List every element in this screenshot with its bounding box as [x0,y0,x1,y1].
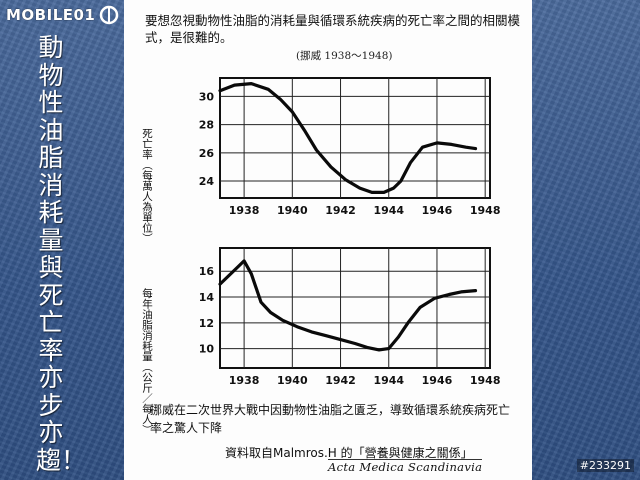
chart2-ylabel: 每年油脂消耗量（公斤／每人） [141,288,153,435]
x-tick-label: 1938 [229,374,260,387]
y-tick-label: 28 [199,119,214,132]
plot-frame [219,247,491,369]
y-tick-label: 16 [199,265,215,278]
fat-consumption-chart: 1938 1940 1942 1944 1946 1948 16 14 12 10 [199,247,500,387]
site-logo[interactable]: MOBILE01 [6,4,124,26]
journal-name: Acta Medica Scandinavia [328,459,483,474]
image-id-badge: #233291 [576,459,634,472]
x-tick-label: 1942 [325,204,356,217]
chart1-ylabel: 死亡率（每萬人為單位） [141,128,153,244]
y-tick-label: 24 [199,175,215,188]
logo-text: MOBILE01 [6,6,96,24]
x-tick-label: 1940 [277,374,308,387]
x-tick-label: 1948 [470,204,500,217]
y-tick-label: 10 [199,343,215,356]
series-line [218,82,478,194]
x-tick-label: 1942 [325,374,356,387]
x-tick-label: 1948 [470,374,500,387]
logo-mark-icon [100,5,119,25]
x-tick-label: 1944 [373,204,404,217]
x-tick-label: 1938 [229,204,260,217]
mortality-chart: 1938 1940 1942 1944 1946 1948 30 28 26 24 [199,77,500,217]
x-tick-label: 1946 [422,374,453,387]
y-tick-label: 14 [199,291,215,304]
scanned-document [124,0,532,480]
x-tick-label: 1944 [373,374,404,387]
x-tick-label: 1946 [422,204,453,217]
y-tick-label: 30 [199,90,215,103]
source-note: (挪威 1938～1948) [296,50,393,62]
y-tick-label: 26 [199,147,215,160]
figure-caption: 挪威在二次世界大戰中因動物性油脂之匱乏，導致循環系統疾病死亡率之驚人下降 [150,403,511,435]
y-tick-label: 12 [199,317,214,330]
document-heading: 要想忽視動物性油脂的消耗量與循環系統疾病的死亡率之間的相關模式，是很難的。 [145,13,521,45]
x-tick-label: 1940 [277,204,308,217]
citation: 資料取自Malmros.H 的「營養與健康之關係」 [225,446,473,460]
series-line [218,259,478,352]
slide-title: 動物性油脂消耗量與死亡率亦步亦趨！ [36,33,87,475]
plot-frame [219,77,491,199]
